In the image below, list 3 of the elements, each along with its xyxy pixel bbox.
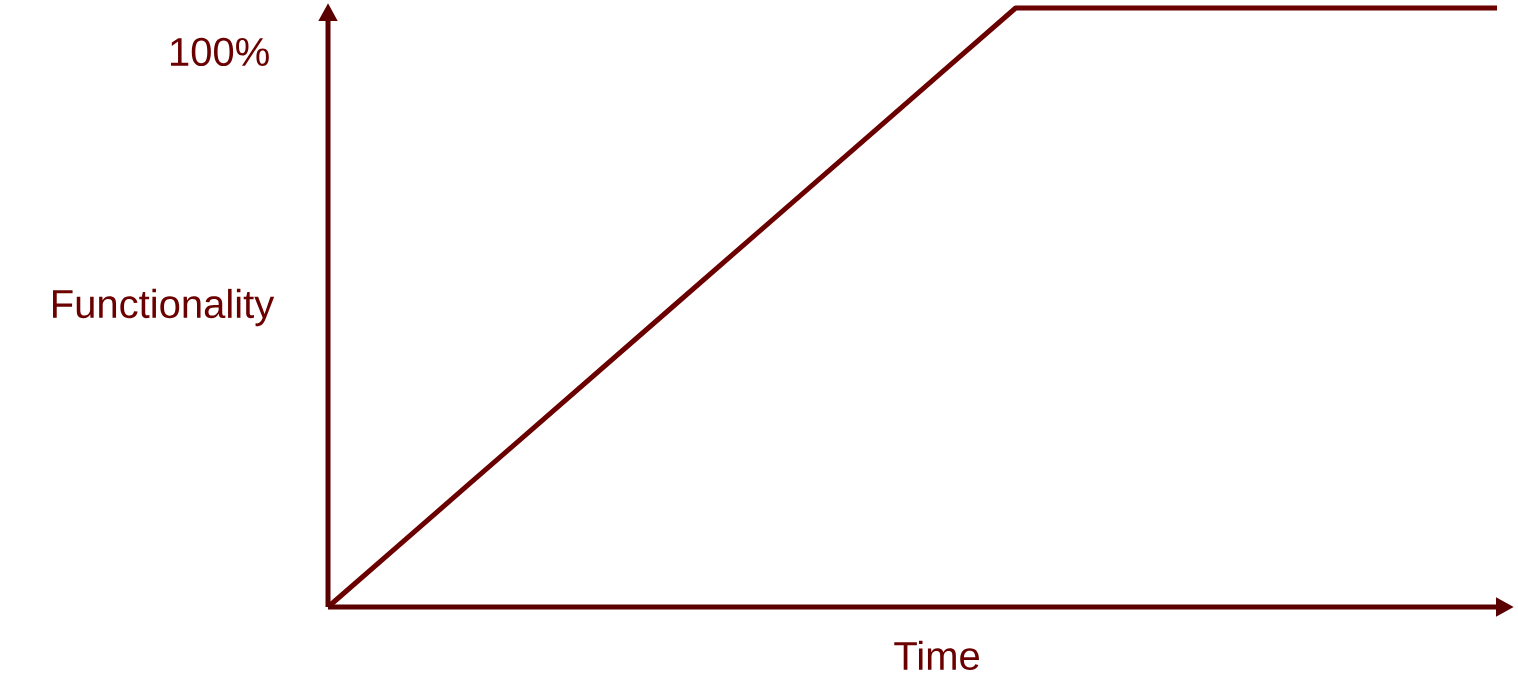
- y-axis-title: Functionality: [53, 288, 275, 327]
- x-axis-title: Time: [894, 640, 979, 671]
- text: 100%: [171, 37, 269, 67]
